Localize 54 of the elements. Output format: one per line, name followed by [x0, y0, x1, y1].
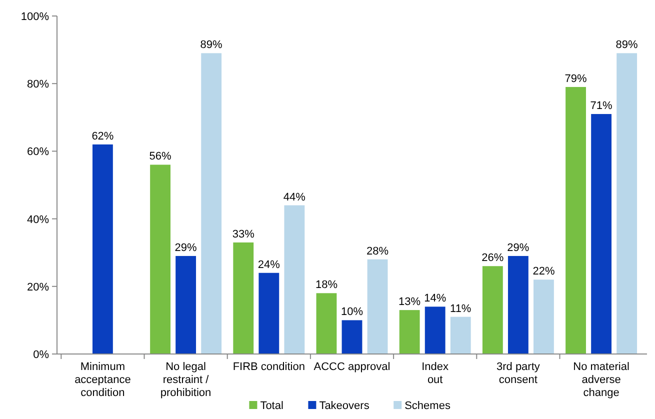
bar [258, 272, 280, 354]
y-tick-label: 40% [26, 214, 50, 226]
y-tick-label: 60% [26, 146, 50, 158]
bar [482, 266, 503, 354]
legend-label: Takeovers [319, 400, 370, 412]
bar [450, 316, 471, 354]
bar [150, 164, 170, 354]
bar [508, 256, 528, 354]
data-label: 33% [232, 228, 255, 240]
data-label: 79% [564, 72, 587, 85]
data-label: 14% [424, 292, 446, 305]
bar [233, 242, 254, 354]
bar [367, 259, 388, 354]
bar [566, 86, 586, 354]
data-label: 11% [450, 302, 472, 315]
x-tick-label: Minimum acceptance condition [74, 361, 131, 399]
legend-label: Schemes [404, 400, 451, 412]
bar [201, 53, 222, 354]
data-label: 89% [200, 39, 223, 52]
y-tick-label: 100% [20, 11, 50, 23]
bar [591, 114, 612, 354]
bar [424, 306, 446, 354]
bar [342, 320, 362, 354]
data-label: 13% [398, 296, 421, 308]
data-label: 18% [315, 279, 338, 292]
y-tick-label: 20% [26, 281, 50, 294]
data-label: 28% [366, 245, 389, 258]
data-label: 29% [174, 242, 198, 254]
bar [534, 280, 554, 354]
y-tick-label: 80% [26, 78, 50, 91]
data-label: 56% [149, 150, 172, 163]
data-label: 62% [92, 130, 114, 142]
x-tick-label: No legal restraint / prohibition [160, 361, 212, 399]
data-label: 44% [283, 191, 306, 204]
bar [616, 53, 638, 354]
bar [316, 293, 337, 354]
data-label: 22% [532, 266, 555, 278]
x-tick-label: Index out [422, 361, 450, 386]
x-tick-label: 3rd party consent [496, 361, 540, 386]
y-tick-label: 0% [33, 349, 50, 361]
data-label: 29% [507, 242, 530, 254]
data-label: 24% [258, 258, 280, 271]
x-tick-label: ACCC approval [314, 361, 390, 373]
data-label: 10% [340, 306, 364, 318]
data-label: 71% [590, 100, 613, 112]
bar [176, 256, 196, 354]
legend-label: Total [260, 400, 284, 412]
x-tick-label: FIRB condition [232, 361, 305, 373]
bar [284, 205, 305, 354]
bar [92, 144, 113, 354]
data-label: 89% [616, 39, 638, 52]
bar [399, 310, 420, 354]
x-tick-label: No material adverse change [573, 361, 630, 399]
data-label: 26% [482, 252, 504, 264]
